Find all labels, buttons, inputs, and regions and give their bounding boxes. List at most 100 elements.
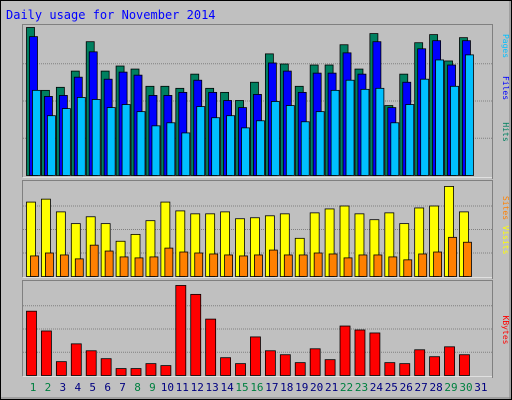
- bar: [226, 115, 235, 176]
- x-tick-label: 12: [191, 381, 204, 394]
- bar: [403, 259, 413, 277]
- bar: [211, 117, 221, 176]
- bar: [70, 343, 82, 376]
- bar: [205, 318, 217, 376]
- x-tick-label: 9: [149, 381, 156, 394]
- legend-label: Hits: [501, 122, 510, 141]
- bar: [414, 349, 426, 376]
- bar: [121, 104, 131, 176]
- bar: [179, 251, 189, 277]
- bar: [166, 122, 176, 176]
- bar: [100, 358, 112, 376]
- legend-label: Visits: [501, 226, 510, 255]
- bar: [298, 254, 308, 277]
- bar: [151, 125, 161, 176]
- bar: [313, 252, 323, 277]
- bar: [130, 368, 142, 376]
- x-tick-label: 24: [370, 381, 384, 394]
- bar: [164, 247, 174, 277]
- x-tick-label: 20: [310, 381, 323, 394]
- bar: [429, 356, 441, 376]
- bar: [74, 258, 84, 277]
- x-tick-label: 17: [265, 381, 278, 394]
- bar: [115, 368, 127, 376]
- bar: [465, 54, 474, 176]
- bar: [239, 255, 248, 277]
- x-tick-label: 1: [30, 381, 37, 394]
- bar: [160, 365, 172, 376]
- bar: [285, 105, 295, 176]
- x-tick-label: 31: [474, 381, 487, 394]
- x-tick-label: 16: [250, 381, 263, 394]
- x-tick-label: 2: [45, 381, 52, 394]
- bar: [91, 99, 101, 176]
- bar: [136, 111, 146, 176]
- bar: [294, 362, 306, 376]
- bar: [89, 244, 99, 277]
- bar: [328, 253, 338, 277]
- bar: [220, 357, 231, 376]
- bar: [373, 254, 383, 277]
- x-tick-label: 28: [429, 381, 442, 394]
- bar: [463, 241, 472, 277]
- bar: [399, 363, 411, 376]
- bar: [300, 121, 310, 176]
- bar: [119, 256, 129, 277]
- x-tick-label: 15: [235, 381, 248, 394]
- bar: [224, 254, 233, 277]
- bar: [330, 89, 340, 176]
- bar: [345, 79, 355, 176]
- bar: [264, 350, 276, 376]
- bar: [61, 108, 71, 176]
- bar: [459, 354, 470, 376]
- legend-label: Files: [501, 76, 510, 100]
- bar: [47, 115, 56, 176]
- bar: [369, 332, 381, 376]
- bar: [420, 78, 430, 176]
- x-tick-label: 18: [280, 381, 293, 394]
- legend-label: KBytes: [501, 316, 510, 345]
- bar: [384, 362, 396, 376]
- bar: [196, 106, 206, 176]
- bar: [190, 293, 202, 376]
- x-tick-label: 19: [295, 381, 308, 394]
- bar: [418, 253, 428, 277]
- bar: [390, 122, 400, 176]
- bar: [241, 127, 250, 176]
- bar: [388, 256, 398, 277]
- x-tick-label: 8: [134, 381, 141, 394]
- x-tick-label: 23: [355, 381, 368, 394]
- bar: [405, 104, 415, 176]
- legend-label: Pages: [501, 34, 510, 58]
- bar: [315, 111, 325, 176]
- bar: [149, 256, 159, 277]
- bar: [45, 252, 54, 277]
- bar: [339, 325, 351, 376]
- bar: [30, 255, 39, 277]
- bar: [85, 350, 97, 376]
- bar: [354, 329, 366, 376]
- bar: [324, 359, 336, 376]
- bar: [448, 236, 457, 277]
- chart-title: Daily usage for November 2014: [6, 8, 216, 22]
- bar: [343, 257, 353, 277]
- bar: [209, 253, 219, 277]
- bar: [194, 252, 204, 277]
- x-tick-label: 4: [74, 381, 81, 394]
- bar: [433, 251, 443, 277]
- bar: [444, 346, 455, 376]
- bar: [181, 132, 191, 176]
- x-tick-label: 25: [385, 381, 398, 394]
- x-tick-label: 6: [104, 381, 111, 394]
- x-tick-label: 5: [89, 381, 96, 394]
- bar: [358, 254, 368, 277]
- bar: [104, 250, 114, 277]
- bar: [268, 249, 278, 277]
- bar: [283, 254, 293, 277]
- bar: [279, 354, 291, 376]
- bar: [175, 285, 187, 376]
- x-tick-label: 26: [400, 381, 413, 394]
- bar: [59, 254, 69, 277]
- x-tick-label: 22: [340, 381, 353, 394]
- x-tick-label: 13: [206, 381, 219, 394]
